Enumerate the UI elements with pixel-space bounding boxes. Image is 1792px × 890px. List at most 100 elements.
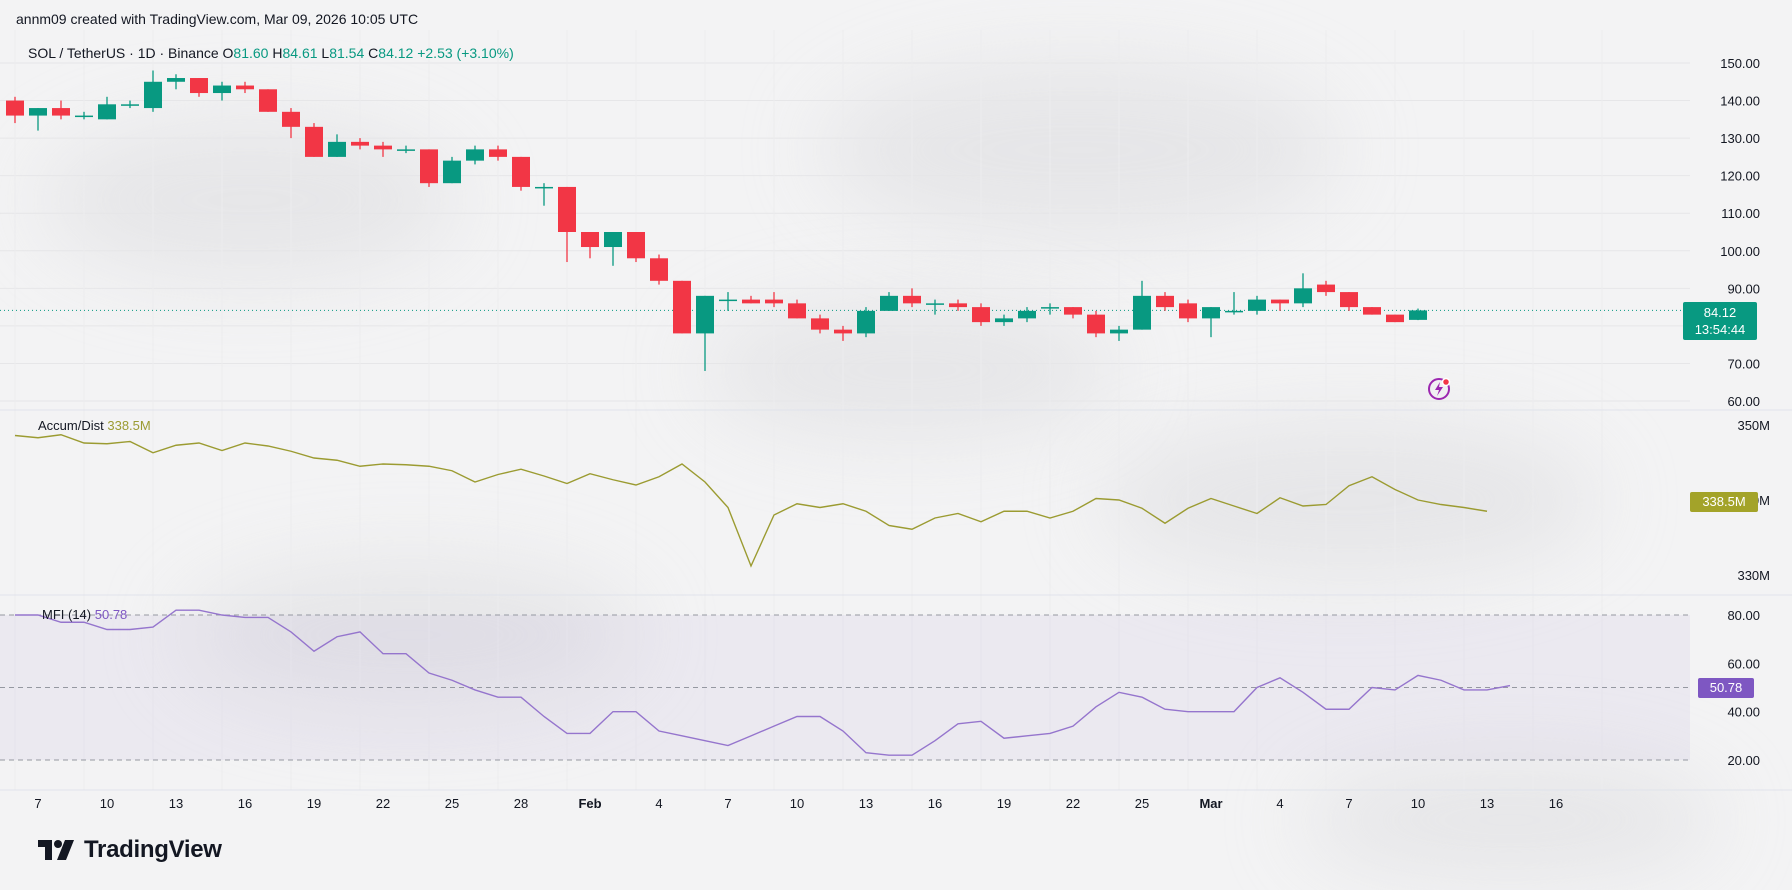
- x-tick-label: 13: [859, 796, 873, 811]
- background-blur: [180, 560, 640, 710]
- price-tick-label: 70.00: [1727, 356, 1760, 371]
- mfi-tick-label: 80.00: [1727, 608, 1760, 623]
- candle-body: [305, 126, 323, 157]
- mfi-tick-label: 60.00: [1727, 656, 1760, 671]
- price-tick-label: 100.00: [1720, 244, 1760, 259]
- accum-dist-tick-label: 330M: [1737, 568, 1770, 583]
- candle-body: [1409, 310, 1427, 320]
- lightning-flash-icon[interactable]: [1427, 377, 1451, 401]
- mfi-tick-label: 40.00: [1727, 705, 1760, 720]
- candle-body: [443, 160, 461, 184]
- candle-body: [995, 318, 1013, 323]
- price-tick-label: 150.00: [1720, 56, 1760, 71]
- last-price-tag: 84.12 13:54:44: [1683, 302, 1757, 340]
- candle-body: [1133, 295, 1151, 330]
- close-label: C: [368, 45, 379, 61]
- candle-body: [765, 299, 783, 304]
- change-value: +2.53 (+3.10%): [417, 45, 514, 61]
- price-tick-label: 110.00: [1721, 206, 1760, 221]
- x-tick-label: 25: [1135, 796, 1149, 811]
- high-label: H: [272, 45, 283, 61]
- candle-body: [121, 104, 139, 106]
- candle-body: [29, 108, 47, 116]
- candle-body: [1340, 292, 1358, 308]
- tradingview-logo-icon: [38, 840, 74, 860]
- candle-body: [903, 295, 921, 304]
- candle-body: [167, 78, 185, 82]
- candle-body: [1179, 303, 1197, 319]
- candle-body: [213, 85, 231, 94]
- candle-body: [1294, 288, 1312, 304]
- candle-body: [558, 186, 576, 232]
- candle-body: [972, 307, 990, 323]
- candle-body: [926, 303, 944, 305]
- candle-body: [144, 81, 162, 109]
- accum-dist-tick-label: 350M: [1737, 418, 1770, 433]
- candle-body: [1018, 310, 1036, 319]
- x-tick-label: 4: [1276, 796, 1283, 811]
- candle-body: [1041, 307, 1059, 309]
- candle-body: [581, 232, 599, 248]
- candle-body: [328, 141, 346, 157]
- candle-body: [420, 149, 438, 184]
- price-tick-label: 60.00: [1727, 394, 1760, 409]
- accum-dist-legend[interactable]: Accum/Dist 338.5M: [38, 418, 151, 433]
- mfi-legend[interactable]: MFI (14) 50.78: [42, 607, 127, 622]
- candle-body: [1087, 314, 1105, 334]
- candle-body: [535, 186, 553, 189]
- candle-body: [466, 149, 484, 161]
- accum-dist-value: 338.5M: [107, 418, 151, 433]
- x-tick-label: 10: [100, 796, 114, 811]
- candle-body: [673, 280, 691, 334]
- candle-body: [6, 100, 24, 116]
- price-tick-label: 140.00: [1720, 94, 1760, 109]
- candle-body: [1363, 307, 1381, 315]
- chart-header: annm09 created with TradingView.com, Mar…: [16, 11, 419, 27]
- x-tick-label: 16: [928, 796, 942, 811]
- bar-countdown: 13:54:44: [1694, 322, 1746, 337]
- candle-body: [1225, 310, 1243, 313]
- x-tick-label: 4: [655, 796, 662, 811]
- price-tick-label: 130.00: [1720, 131, 1760, 146]
- background-blur: [1300, 760, 1720, 880]
- tradingview-brand[interactable]: TradingView: [38, 836, 222, 864]
- candle-body: [880, 295, 898, 311]
- price-tick-label: 90.00: [1727, 281, 1760, 296]
- low-value: 81.54: [329, 45, 365, 61]
- close-value: 84.12: [378, 45, 414, 61]
- candle-body: [1248, 299, 1266, 311]
- x-tick-label: 16: [238, 796, 252, 811]
- candle-body: [98, 104, 116, 120]
- candle-body: [1202, 307, 1220, 319]
- candle-body: [75, 115, 93, 118]
- x-tick-label: 25: [445, 796, 459, 811]
- candle-body: [834, 329, 852, 334]
- price-tick-label: 120.00: [1720, 169, 1760, 184]
- x-tick-label: Mar: [1199, 796, 1222, 811]
- candle-body: [1156, 295, 1174, 308]
- high-value: 84.61: [282, 45, 318, 61]
- x-tick-label: 13: [1480, 796, 1494, 811]
- mfi-value-tag: 50.78: [1698, 678, 1754, 698]
- last-price-value: 84.12: [1703, 305, 1737, 320]
- candle-body: [627, 232, 645, 259]
- mfi-line: [15, 609, 1511, 756]
- candle-body: [1271, 299, 1289, 304]
- symbol-name[interactable]: SOL / TetherUS · 1D · Binance: [28, 45, 219, 61]
- candle-body: [397, 149, 415, 151]
- candle-body: [190, 78, 208, 94]
- background-blur: [1100, 420, 1600, 580]
- candle-body: [604, 232, 622, 248]
- accum-dist-line: [14, 434, 1488, 568]
- candle-body: [696, 295, 714, 334]
- mfi-label: MFI (14): [42, 607, 92, 622]
- x-tick-label: 7: [1345, 796, 1352, 811]
- candle-body: [52, 108, 70, 116]
- candle-body: [374, 145, 392, 150]
- mfi-tick-label: 20.00: [1727, 753, 1760, 768]
- low-label: L: [321, 45, 330, 61]
- candle-body: [512, 156, 530, 187]
- background-blur: [820, 60, 1340, 240]
- x-tick-label: 7: [34, 796, 41, 811]
